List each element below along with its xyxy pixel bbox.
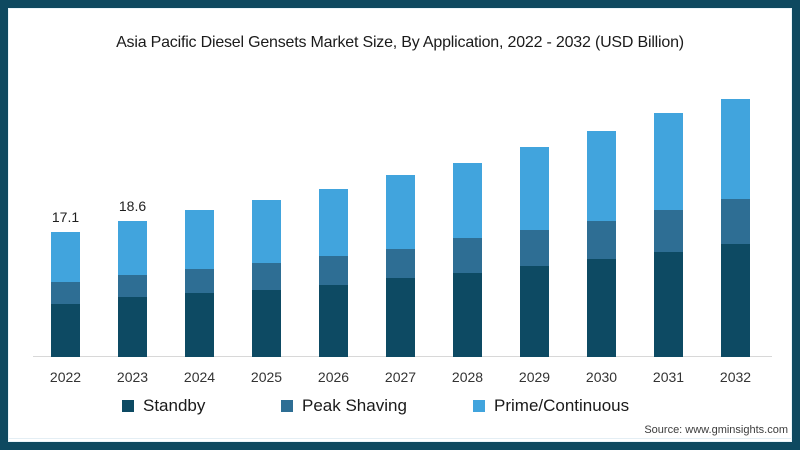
bar-segment-standby-2022 [51, 303, 80, 357]
bar-segment-prime-continuous-2026 [319, 189, 348, 256]
bar-2028 [453, 163, 482, 357]
bar-segment-standby-2027 [386, 277, 415, 357]
bar-2023 [118, 220, 147, 357]
bar-2022 [51, 231, 80, 357]
legend-label-peak-shaving: Peak Shaving [302, 396, 407, 415]
bar-segment-peak-shaving-2025 [252, 263, 281, 290]
x-axis-label-2023: 2023 [116, 369, 149, 385]
bar-2031 [654, 113, 683, 357]
bar-2024 [185, 209, 214, 357]
bar-2026 [319, 189, 348, 357]
bar-segment-peak-shaving-2031 [654, 209, 683, 253]
bar-segment-peak-shaving-2026 [319, 256, 348, 285]
bar-segment-peak-shaving-2028 [453, 238, 482, 273]
bar-2030 [587, 130, 616, 357]
bar-segment-standby-2028 [453, 272, 482, 357]
x-axis-label-2024: 2024 [183, 369, 216, 385]
bar-segment-standby-2030 [587, 258, 616, 357]
bar-segment-prime-continuous-2028 [453, 163, 482, 239]
bar-segment-standby-2026 [319, 284, 348, 357]
bar-segment-standby-2023 [118, 297, 147, 357]
x-axis-label-2032: 2032 [719, 369, 752, 385]
x-axis-label-2027: 2027 [384, 369, 417, 385]
bar-segment-peak-shaving-2023 [118, 275, 147, 297]
legend-swatch-peak-shaving [281, 400, 293, 412]
x-axis-label-2026: 2026 [317, 369, 350, 385]
bar-segment-prime-continuous-2032 [721, 98, 750, 199]
x-axis-label-2029: 2029 [518, 369, 551, 385]
bar-segment-prime-continuous-2031 [654, 113, 683, 210]
bar-segment-standby-2032 [721, 243, 750, 357]
legend-item-prime-continuous: Prime/Continuous [473, 396, 629, 416]
chart-title: Asia Pacific Diesel Gensets Market Size,… [116, 34, 684, 51]
bar-segment-peak-shaving-2024 [185, 269, 214, 294]
bar-segment-prime-continuous-2022 [51, 231, 80, 282]
x-axis-label-2022: 2022 [49, 369, 82, 385]
legend-swatch-standby [122, 400, 134, 412]
bar-segment-peak-shaving-2029 [520, 229, 549, 267]
source-text: Source: www.gminsights.com [644, 424, 788, 436]
bar-segment-prime-continuous-2029 [520, 146, 549, 230]
bar-2027 [386, 175, 415, 357]
legend-label-prime-continuous: Prime/Continuous [494, 396, 630, 415]
x-axis-label-2028: 2028 [451, 369, 484, 385]
bar-segment-peak-shaving-2032 [721, 198, 750, 244]
x-axis-label-2025: 2025 [250, 369, 283, 385]
legend-swatch-prime-continuous [473, 400, 485, 412]
legend-label-standby: Standby [143, 396, 206, 415]
x-axis-label-2030: 2030 [585, 369, 618, 385]
bar-2032 [721, 98, 750, 357]
bar-segment-peak-shaving-2022 [51, 281, 80, 304]
bar-value-label-2023: 18.6 [118, 197, 147, 214]
plot-area: 17.1 2022 18.6 2023 2024 2025 2026 2027 2028 2029… [8, 8, 792, 442]
bar-segment-prime-continuous-2027 [386, 175, 415, 249]
bar-value-label-2022: 17.1 [51, 208, 80, 225]
x-axis-label-2031: 2031 [652, 369, 685, 385]
bar-segment-prime-continuous-2025 [252, 200, 281, 264]
bar-2025 [252, 200, 281, 357]
bar-segment-peak-shaving-2030 [587, 220, 616, 259]
bar-segment-prime-continuous-2024 [185, 209, 214, 270]
bar-segment-prime-continuous-2030 [587, 130, 616, 221]
legend-item-peak-shaving: Peak Shaving [281, 396, 407, 416]
bar-2029 [520, 146, 549, 357]
legend-item-standby: Standby [122, 396, 205, 416]
bar-segment-standby-2029 [520, 266, 549, 357]
bottom-hairline [8, 438, 792, 439]
bar-segment-prime-continuous-2023 [118, 220, 147, 275]
bar-segment-standby-2031 [654, 252, 683, 357]
bar-segment-standby-2024 [185, 293, 214, 357]
bar-segment-peak-shaving-2027 [386, 248, 415, 278]
bar-segment-standby-2025 [252, 289, 281, 357]
